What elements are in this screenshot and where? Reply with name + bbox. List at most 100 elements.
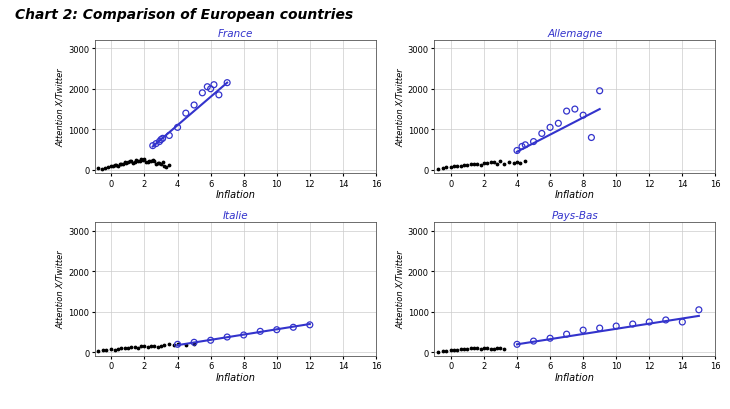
Point: [122, 344, 134, 351]
Point: [491, 345, 503, 352]
Title: France: France: [218, 29, 253, 39]
Point: [115, 162, 127, 168]
Point: [147, 157, 158, 164]
Point: [437, 165, 448, 172]
Point: [145, 342, 157, 349]
Point: [660, 317, 672, 324]
Point: [455, 163, 466, 169]
Point: [139, 343, 150, 349]
Point: [448, 347, 460, 353]
Point: [96, 166, 107, 173]
Point: [164, 162, 175, 169]
Point: [152, 160, 164, 167]
Point: [468, 162, 480, 168]
Point: [481, 160, 493, 167]
Point: [553, 121, 564, 127]
Point: [158, 342, 170, 348]
X-axis label: Inflation: Inflation: [215, 190, 256, 200]
Point: [97, 347, 109, 354]
Point: [520, 142, 531, 149]
Point: [124, 159, 136, 165]
Point: [511, 341, 523, 348]
Point: [545, 125, 556, 131]
Point: [465, 161, 477, 168]
X-axis label: Inflation: Inflation: [215, 372, 256, 382]
Point: [155, 343, 167, 349]
Point: [172, 341, 183, 348]
Point: [593, 88, 605, 95]
Point: [461, 346, 473, 353]
Point: [485, 159, 496, 166]
Point: [495, 345, 507, 351]
Point: [304, 322, 315, 328]
Point: [205, 337, 217, 344]
Point: [153, 160, 165, 166]
Point: [432, 348, 444, 355]
Point: [458, 162, 470, 169]
Point: [478, 345, 490, 352]
Point: [132, 344, 144, 351]
Point: [481, 345, 493, 351]
Point: [158, 163, 170, 170]
Point: [135, 343, 147, 350]
Point: [126, 344, 137, 351]
Point: [160, 164, 172, 171]
Point: [465, 345, 477, 352]
Point: [472, 161, 483, 167]
Point: [126, 158, 137, 165]
Title: Italie: Italie: [223, 211, 248, 221]
Point: [610, 323, 622, 330]
Point: [180, 110, 192, 117]
Point: [577, 327, 589, 334]
Point: [180, 342, 192, 348]
Y-axis label: Attention X/Twitter: Attention X/Twitter: [56, 68, 66, 147]
Point: [520, 158, 531, 165]
Point: [445, 164, 457, 171]
Point: [577, 112, 589, 119]
Point: [172, 125, 183, 131]
Point: [106, 346, 118, 353]
Point: [461, 162, 473, 169]
Point: [569, 106, 581, 113]
Text: Chart 2: Comparison of European countries: Chart 2: Comparison of European countrie…: [15, 8, 353, 22]
Point: [188, 340, 200, 347]
Point: [119, 159, 131, 166]
Point: [99, 165, 111, 171]
Point: [107, 164, 119, 170]
Point: [585, 135, 597, 142]
Point: [106, 163, 118, 170]
Point: [515, 160, 526, 167]
Point: [157, 159, 169, 166]
X-axis label: Inflation: Inflation: [555, 372, 595, 382]
Point: [254, 328, 266, 335]
Point: [131, 157, 142, 164]
Point: [213, 92, 225, 99]
Point: [93, 348, 104, 355]
Point: [288, 324, 299, 331]
Point: [144, 158, 155, 165]
Point: [271, 327, 283, 333]
Point: [545, 335, 556, 342]
Point: [110, 162, 122, 169]
Point: [458, 346, 470, 352]
Point: [149, 158, 161, 164]
Point: [101, 347, 112, 353]
Point: [145, 159, 157, 165]
Point: [440, 348, 452, 354]
Point: [164, 133, 175, 139]
Point: [93, 165, 104, 172]
Point: [188, 103, 200, 109]
Point: [188, 339, 200, 346]
Point: [132, 158, 144, 164]
Point: [112, 346, 124, 352]
Point: [119, 345, 131, 351]
Point: [437, 348, 448, 355]
Point: [155, 161, 167, 167]
Point: [536, 131, 548, 137]
Point: [153, 139, 165, 146]
Point: [474, 346, 486, 352]
Point: [448, 163, 460, 170]
Point: [221, 334, 233, 340]
Point: [491, 161, 503, 167]
Point: [627, 321, 639, 328]
